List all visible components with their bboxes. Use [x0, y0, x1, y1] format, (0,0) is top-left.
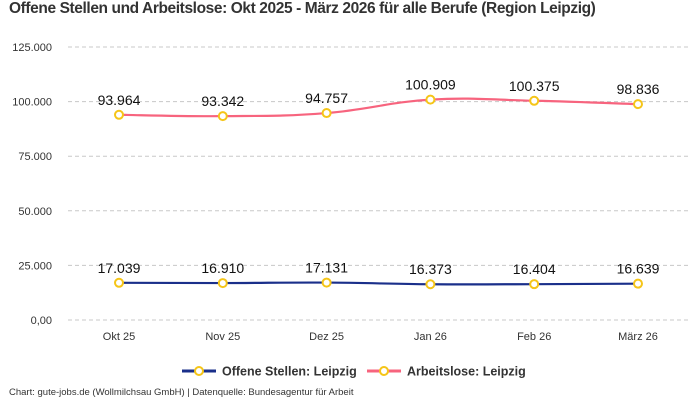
- x-tick-label: Jan 26: [414, 331, 447, 343]
- series-line: [118, 281, 639, 286]
- y-tick-label: 25.000: [18, 260, 52, 272]
- chart-title: Offene Stellen und Arbeitslose: Okt 2025…: [9, 0, 596, 17]
- series-line: [118, 97, 639, 118]
- data-point: [633, 278, 643, 289]
- data-label: 93.342: [201, 93, 244, 109]
- legend-label: Arbeitslose: Leipzig: [407, 365, 526, 379]
- x-tick-label: März 26: [618, 331, 658, 343]
- data-point: [114, 277, 124, 288]
- x-tick-label: Feb 26: [517, 331, 551, 343]
- y-tick-label: 0,00: [31, 315, 52, 327]
- data-label: 94.757: [305, 90, 348, 106]
- data-point: [425, 279, 436, 290]
- data-point: [529, 279, 540, 290]
- data-label: 17.131: [305, 260, 348, 276]
- data-label: 16.373: [409, 261, 452, 277]
- data-point: [217, 111, 228, 122]
- data-label: 100.909: [405, 77, 456, 93]
- data-label: 98.836: [617, 81, 660, 97]
- legend-label: Offene Stellen: Leipzig: [222, 365, 357, 379]
- y-tick-label: 75.000: [18, 151, 52, 163]
- x-tick-label: Nov 25: [205, 331, 240, 343]
- data-point: [529, 95, 540, 106]
- data-point: [633, 99, 643, 110]
- data-point: [114, 109, 124, 120]
- data-point: [321, 108, 332, 119]
- data-point: [321, 277, 332, 288]
- y-tick-label: 100.000: [12, 97, 52, 109]
- data-label: 17.039: [98, 260, 141, 276]
- x-tick-label: Okt 25: [103, 331, 135, 343]
- data-label: 93.964: [98, 92, 141, 108]
- y-tick-label: 125.000: [12, 42, 52, 54]
- legend-marker: [194, 366, 204, 376]
- data-point: [217, 278, 228, 289]
- data-label: 16.910: [201, 260, 244, 276]
- y-tick-label: 50.000: [18, 206, 52, 218]
- data-label: 16.639: [617, 261, 660, 277]
- data-point: [425, 94, 436, 105]
- legend-marker: [379, 366, 389, 376]
- chart-source: Chart: gute-jobs.de (Wollmilchsau GmbH) …: [9, 387, 354, 398]
- x-tick-label: Dez 25: [309, 331, 344, 343]
- data-label: 100.375: [509, 78, 560, 94]
- data-label: 16.404: [513, 261, 556, 277]
